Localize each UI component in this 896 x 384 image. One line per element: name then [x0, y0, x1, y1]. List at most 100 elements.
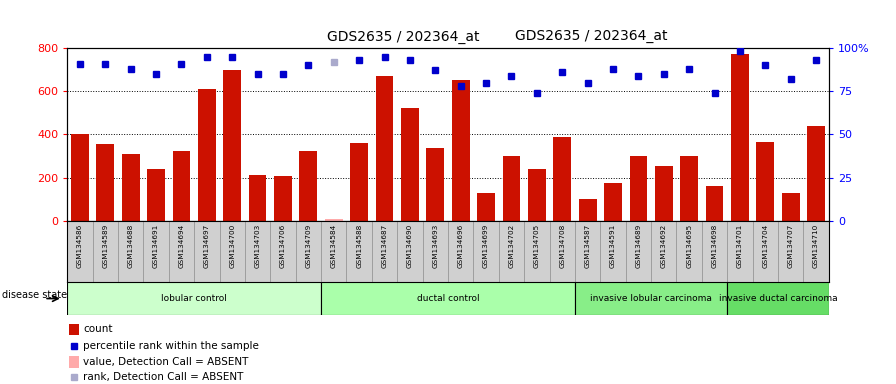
Text: GSM134700: GSM134700	[229, 224, 236, 268]
Text: GSM134586: GSM134586	[77, 224, 83, 268]
Bar	[198, 89, 216, 221]
Bar	[67, 282, 321, 315]
Bar	[579, 199, 597, 221]
Text: GSM134589: GSM134589	[102, 224, 108, 268]
Bar	[448, 221, 473, 282]
Text: GSM134703: GSM134703	[254, 224, 261, 268]
Text: GSM134707: GSM134707	[788, 224, 794, 268]
Bar	[625, 221, 651, 282]
Bar	[731, 55, 749, 221]
Text: GSM134710: GSM134710	[813, 224, 819, 268]
Text: lobular control: lobular control	[161, 294, 227, 303]
Bar	[350, 144, 368, 221]
Bar	[122, 154, 140, 221]
Text: invasive lobular carcinoma: invasive lobular carcinoma	[590, 294, 712, 303]
Bar	[680, 156, 698, 221]
Bar	[753, 221, 778, 282]
Text: GSM134709: GSM134709	[306, 224, 312, 268]
Bar	[97, 144, 114, 221]
Bar	[676, 221, 702, 282]
Text: count: count	[83, 324, 113, 334]
Bar	[503, 156, 521, 221]
Bar	[499, 221, 524, 282]
Bar	[728, 282, 829, 315]
Bar	[143, 221, 168, 282]
Text: GSM134692: GSM134692	[660, 224, 667, 268]
Text: GSM134704: GSM134704	[762, 224, 769, 268]
Bar	[426, 149, 444, 221]
Bar	[401, 109, 418, 221]
Text: GSM134693: GSM134693	[432, 224, 438, 268]
Bar	[274, 176, 292, 221]
Bar	[168, 221, 194, 282]
Bar	[375, 76, 393, 221]
Bar	[372, 221, 397, 282]
Bar	[321, 282, 575, 315]
Bar	[706, 186, 723, 221]
Bar	[702, 221, 728, 282]
Bar	[223, 70, 241, 221]
Text: invasive ductal carcinoma: invasive ductal carcinoma	[719, 294, 838, 303]
Bar	[473, 221, 499, 282]
Bar	[71, 134, 89, 221]
Bar	[67, 221, 92, 282]
Text: GSM134691: GSM134691	[153, 224, 159, 268]
Text: GSM134695: GSM134695	[686, 224, 693, 268]
Bar	[630, 156, 647, 221]
Text: GSM134701: GSM134701	[737, 224, 743, 268]
Bar	[423, 221, 448, 282]
Bar	[782, 193, 799, 221]
Text: GSM134699: GSM134699	[483, 224, 489, 268]
Bar	[554, 137, 571, 221]
Text: GSM134690: GSM134690	[407, 224, 413, 268]
Bar	[575, 221, 600, 282]
Bar	[549, 221, 575, 282]
Bar	[194, 221, 220, 282]
Text: GSM134696: GSM134696	[458, 224, 464, 268]
Bar	[118, 221, 143, 282]
Bar	[271, 221, 296, 282]
Text: GSM134689: GSM134689	[635, 224, 642, 268]
Bar	[220, 221, 245, 282]
Text: disease state: disease state	[2, 290, 67, 300]
Text: rank, Detection Call = ABSENT: rank, Detection Call = ABSENT	[83, 372, 244, 382]
Text: GSM134584: GSM134584	[331, 224, 337, 268]
Bar	[299, 151, 317, 221]
Text: GDS2635 / 202364_at: GDS2635 / 202364_at	[515, 29, 668, 43]
Text: GSM134688: GSM134688	[127, 224, 134, 268]
Text: GSM134705: GSM134705	[534, 224, 540, 268]
Text: GSM134591: GSM134591	[610, 224, 616, 268]
Bar	[249, 175, 266, 221]
Text: ductal control: ductal control	[417, 294, 479, 303]
Text: GSM134698: GSM134698	[711, 224, 718, 268]
Bar	[69, 356, 80, 368]
Bar	[325, 218, 342, 221]
Bar	[92, 221, 118, 282]
Text: GSM134687: GSM134687	[382, 224, 388, 268]
Bar	[452, 80, 470, 221]
Bar	[655, 166, 673, 221]
Bar	[173, 151, 190, 221]
Bar	[807, 126, 825, 221]
Bar	[69, 323, 80, 335]
Text: GSM134708: GSM134708	[559, 224, 565, 268]
Bar	[245, 221, 271, 282]
Bar	[524, 221, 549, 282]
Text: GSM134702: GSM134702	[508, 224, 514, 268]
Bar	[600, 221, 625, 282]
Text: GSM134697: GSM134697	[203, 224, 210, 268]
Text: GDS2635 / 202364_at: GDS2635 / 202364_at	[327, 30, 479, 44]
Bar	[478, 193, 495, 221]
Text: GSM134588: GSM134588	[356, 224, 362, 268]
Text: GSM134587: GSM134587	[584, 224, 590, 268]
Text: GSM134694: GSM134694	[178, 224, 185, 268]
Bar	[804, 221, 829, 282]
Bar	[575, 282, 728, 315]
Text: value, Detection Call = ABSENT: value, Detection Call = ABSENT	[83, 357, 249, 367]
Bar	[651, 221, 676, 282]
Bar	[147, 169, 165, 221]
Bar	[321, 221, 347, 282]
Text: percentile rank within the sample: percentile rank within the sample	[83, 341, 259, 351]
Bar	[528, 169, 546, 221]
Bar	[604, 183, 622, 221]
